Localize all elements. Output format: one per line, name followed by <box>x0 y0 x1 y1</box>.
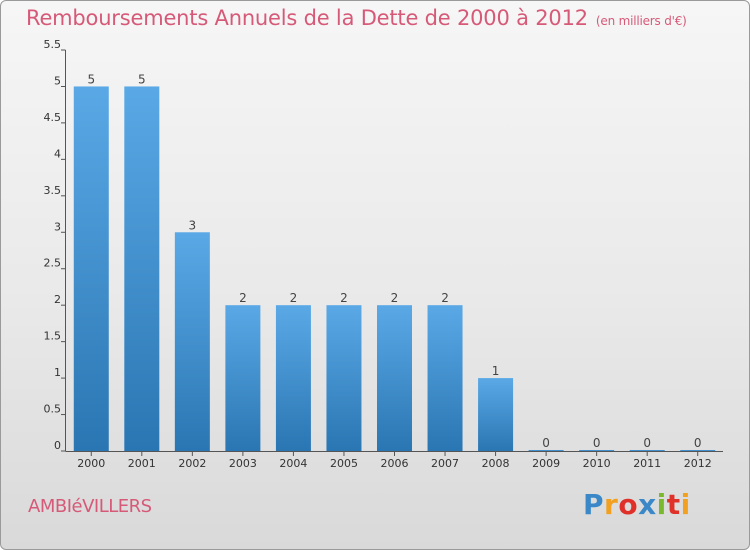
data-label: 0 <box>542 436 550 450</box>
logo-letter: r <box>604 488 619 521</box>
data-label: 0 <box>643 436 651 450</box>
logo-letter: P <box>583 488 605 521</box>
x-tick-label: 2010 <box>583 457 611 470</box>
bar <box>174 232 210 451</box>
data-label: 0 <box>694 436 702 450</box>
logo-letter: i <box>656 488 667 521</box>
bar <box>124 86 160 452</box>
x-tick-label: 2003 <box>229 457 257 470</box>
x-tick-label: 2011 <box>633 457 661 470</box>
y-tick-label: 5 <box>54 74 61 87</box>
y-tick-label: 3 <box>54 220 61 233</box>
y-tick-label: 4 <box>54 147 61 160</box>
x-tick-label: 2001 <box>128 457 156 470</box>
y-tick-label: 1.5 <box>44 330 62 343</box>
bar <box>427 305 463 451</box>
x-tick-label: 2009 <box>532 457 560 470</box>
data-label: 2 <box>340 291 348 305</box>
data-label: 2 <box>290 291 298 305</box>
x-tick-label: 2007 <box>431 457 459 470</box>
x-tick-label: 2005 <box>330 457 358 470</box>
logo-letter: x <box>638 488 657 521</box>
logo-letter: i <box>680 488 691 521</box>
y-tick-label: 5.5 <box>44 38 62 51</box>
chart-unit: (en milliers d'€) <box>595 14 687 28</box>
bar <box>629 450 665 451</box>
chart-title: Remboursements Annuels de la Dette de 20… <box>26 6 687 30</box>
bar <box>579 450 615 451</box>
y-tick-label: 2.5 <box>44 257 62 270</box>
bar <box>377 305 412 451</box>
y-tick-label: 3.5 <box>44 184 62 197</box>
bar <box>275 305 311 451</box>
data-label: 5 <box>138 72 146 86</box>
x-tick-label: 2008 <box>482 457 510 470</box>
y-tick-label: 0.5 <box>44 403 62 416</box>
logo-letter: t <box>666 488 681 521</box>
y-tick-label: 1 <box>54 366 61 379</box>
data-label: 0 <box>593 436 601 450</box>
x-tick-label: 2012 <box>684 457 712 470</box>
bar <box>73 86 109 452</box>
bar <box>225 305 261 451</box>
bar <box>528 450 564 451</box>
data-label: 3 <box>189 218 197 232</box>
bar <box>326 305 362 451</box>
x-tick-label: 2000 <box>77 457 105 470</box>
y-tick-label: 2 <box>54 293 61 306</box>
x-tick-label: 2004 <box>279 457 307 470</box>
bar <box>478 378 514 451</box>
x-tick-label: 2002 <box>178 457 206 470</box>
logo-letter: o <box>618 488 639 521</box>
data-label: 1 <box>492 364 500 378</box>
bar <box>680 450 716 451</box>
town-name: AMBIéVILLERS <box>28 496 152 517</box>
y-tick-label: 0 <box>54 439 61 452</box>
x-tick-label: 2006 <box>381 457 409 470</box>
data-labels: 5 5 3 2 2 2 2 2 1 0 0 0 0 <box>87 72 701 450</box>
data-label: 5 <box>87 72 95 86</box>
data-label: 2 <box>239 291 247 305</box>
proxiti-logo: Proxiti <box>583 488 691 521</box>
data-label: 2 <box>391 291 399 305</box>
bars <box>73 86 716 452</box>
chart-title-text: Remboursements Annuels de la Dette de 20… <box>26 6 588 30</box>
y-tick-label: 4.5 <box>44 111 62 124</box>
data-label: 2 <box>441 291 449 305</box>
